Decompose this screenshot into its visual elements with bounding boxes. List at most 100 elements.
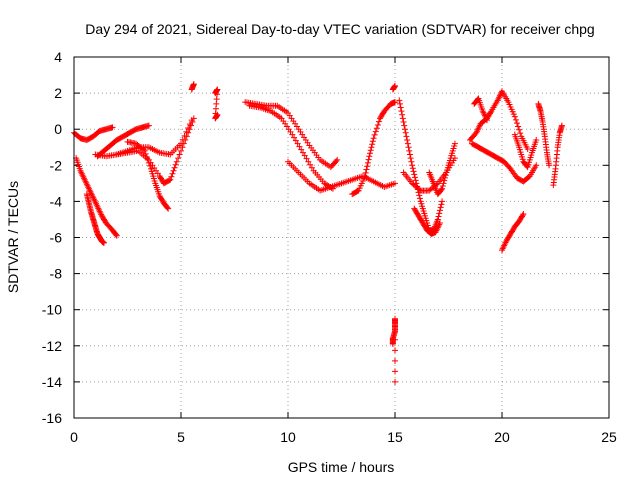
data-point (375, 118, 382, 125)
data-point (517, 130, 524, 137)
data-point (362, 173, 369, 180)
data-point (512, 116, 519, 123)
x-tick-label: 25 (601, 429, 617, 445)
data-point (366, 153, 373, 160)
y-tick-label: 4 (54, 49, 62, 65)
data-point (434, 216, 441, 223)
data-point (180, 140, 187, 147)
y-tick-label: -12 (42, 338, 62, 354)
y-tick-label: 0 (54, 121, 62, 137)
data-point (401, 126, 408, 133)
x-tick-label: 10 (280, 429, 296, 445)
data-point (404, 140, 411, 147)
data-point (109, 124, 116, 131)
data-point (362, 169, 369, 176)
data-point (451, 140, 458, 147)
data-point (176, 151, 183, 158)
x-axis-label: GPS time / hours (288, 459, 395, 475)
data-point (171, 164, 178, 171)
data-point (307, 161, 314, 168)
data-point (407, 155, 414, 162)
data-point (396, 97, 403, 104)
data-point (369, 138, 376, 145)
y-tick-label: -16 (42, 410, 62, 426)
data-point (164, 204, 171, 211)
x-tick-label: 0 (70, 429, 78, 445)
data-point (294, 140, 301, 147)
data-point (363, 166, 370, 173)
data-point (416, 186, 423, 193)
data-point (409, 165, 416, 172)
data-point (397, 104, 404, 111)
data-point (145, 122, 152, 129)
data-point (364, 163, 371, 170)
data-point (369, 141, 376, 148)
data-point (303, 155, 310, 162)
plot-frame (73, 56, 610, 419)
y-tick-label: -14 (42, 374, 62, 390)
data-point (172, 161, 179, 168)
data-point (170, 167, 177, 174)
data-point (416, 192, 423, 199)
data-point (169, 170, 176, 177)
data-point (416, 195, 423, 202)
data-point (513, 120, 520, 127)
data-point (403, 133, 410, 140)
data-point (392, 99, 398, 106)
data-point (298, 146, 305, 153)
y-tick-label: -6 (50, 230, 63, 246)
x-tick-label: 5 (177, 429, 185, 445)
data-point (392, 357, 398, 364)
chart-title: Day 294 of 2021, Sidereal Day-to-day VTE… (85, 21, 594, 37)
data-point (436, 210, 443, 217)
y-tick-label: -10 (42, 302, 62, 318)
data-point (474, 96, 481, 103)
data-point (100, 239, 107, 246)
data-point (392, 180, 398, 187)
data-point (113, 231, 120, 238)
data-point (398, 108, 405, 115)
y-axis-label: SDTVAR / TECUs (5, 181, 21, 293)
data-point (406, 151, 413, 158)
data-point (392, 336, 398, 343)
data-point (299, 149, 306, 156)
data-point (334, 156, 341, 163)
y-tick-label: -8 (50, 266, 63, 282)
data-point (140, 146, 147, 153)
data-point (392, 368, 398, 375)
data-point (442, 172, 449, 179)
data-point (179, 144, 186, 151)
data-point (406, 147, 413, 154)
y-tick-label: -4 (50, 193, 63, 209)
data-point (182, 137, 189, 144)
data-point (439, 185, 446, 192)
data-point (412, 177, 419, 184)
data-point (436, 207, 443, 214)
data-point (440, 180, 447, 187)
data-point (484, 117, 491, 124)
data-point (183, 133, 190, 140)
data-point (301, 152, 308, 159)
data-point (175, 155, 182, 162)
data-point (516, 126, 523, 133)
data-point (558, 122, 565, 129)
x-tick-label: 20 (494, 429, 510, 445)
data-point (374, 121, 381, 128)
data-point (524, 146, 531, 153)
data-point (296, 143, 303, 150)
data-point (178, 147, 184, 154)
axis-ticks: 0 5 10 15 20 25 -16 -14 -12 -10 -8 -6 -4 -2 0 2 4 (42, 49, 617, 445)
data-point (392, 82, 398, 89)
data-point (519, 212, 526, 219)
data-point (365, 156, 372, 163)
data-point (165, 205, 172, 212)
data-point (166, 177, 173, 184)
data-point (401, 122, 408, 129)
data-point (368, 144, 375, 151)
data-point (305, 158, 312, 165)
data-point (392, 347, 398, 354)
data-point (190, 115, 197, 122)
data-point (142, 150, 149, 157)
data-point (370, 135, 377, 142)
